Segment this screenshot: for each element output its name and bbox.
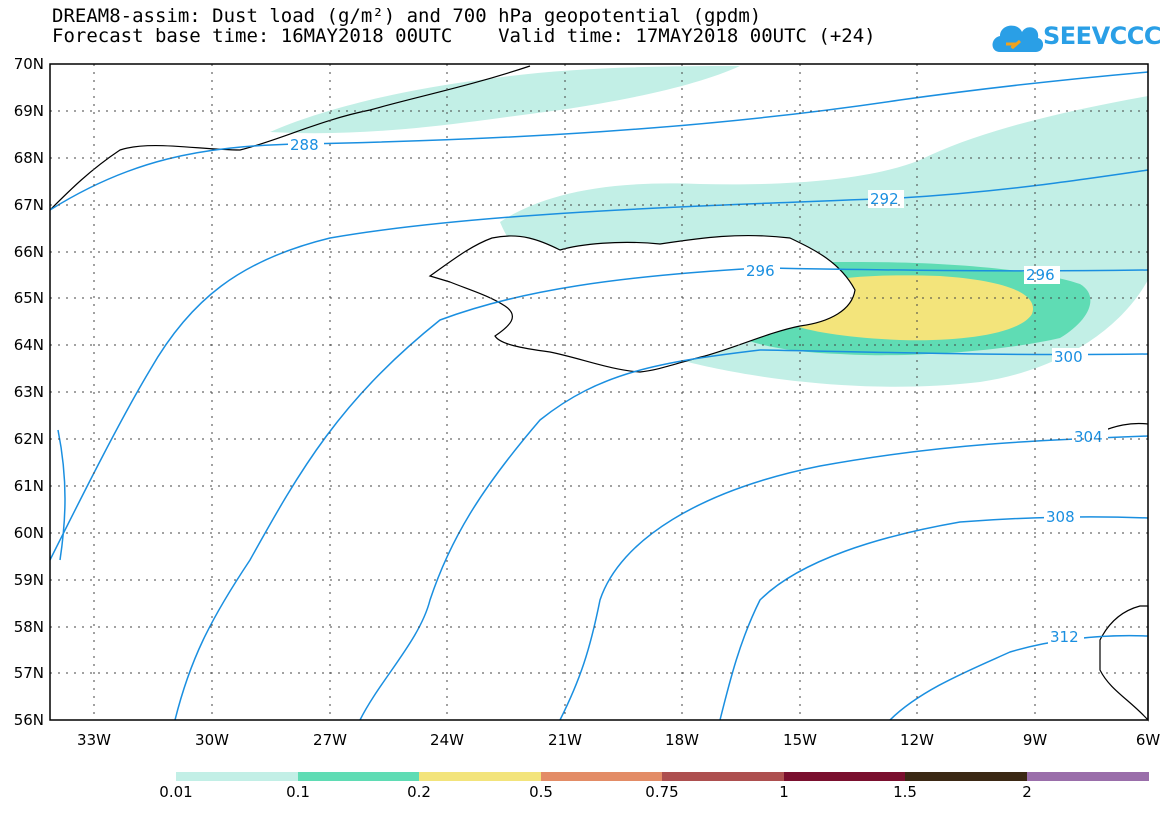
lat-label: 60N — [13, 524, 44, 542]
lat-label: 68N — [13, 149, 44, 167]
grid-lines — [50, 64, 1148, 720]
colorbar-label: 2 — [1022, 783, 1032, 801]
contour-label: 288 — [290, 136, 319, 154]
contour-label: 308 — [1046, 508, 1075, 526]
lat-label: 67N — [13, 196, 44, 214]
lat-label: 58N — [13, 618, 44, 636]
lat-label: 56N — [13, 711, 44, 729]
contour-label: 300 — [1054, 348, 1083, 366]
map-title-line1: DREAM8-assim: Dust load (g/m²) and 700 h… — [52, 5, 762, 27]
geopotential-contours — [49, 71, 1149, 721]
colorbar-label: 1 — [779, 783, 789, 801]
lon-label: 27W — [313, 731, 347, 749]
lat-label: 62N — [13, 430, 44, 448]
map-frame — [49, 63, 1149, 721]
contour-label: 292 — [870, 190, 899, 208]
colorbar — [176, 772, 1149, 781]
lat-label: 61N — [13, 477, 44, 495]
greenland-coastline — [49, 65, 531, 211]
contour-label: 304 — [1074, 428, 1103, 446]
lon-label: 30W — [195, 731, 229, 749]
lon-label: 9W — [1022, 731, 1048, 749]
colorbar-label: 0.1 — [286, 783, 310, 801]
lat-label: 65N — [13, 289, 44, 307]
colorbar-label: 0.75 — [645, 783, 679, 801]
lat-label: 63N — [13, 383, 44, 401]
contour-labels: 288 292 296 296 300 304 308 312 — [288, 136, 1108, 646]
lon-label: 24W — [430, 731, 464, 749]
lon-label: 33W — [77, 731, 111, 749]
lon-label: 18W — [665, 731, 699, 749]
contour-label: 296 — [746, 262, 775, 280]
map-title-line2: Forecast base time: 16MAY2018 00UTC Vali… — [52, 25, 876, 47]
lat-label: 66N — [13, 243, 44, 261]
lon-label: 15W — [783, 731, 817, 749]
lon-label: 12W — [900, 731, 934, 749]
contour-label: 312 — [1050, 628, 1079, 646]
lon-label: 6W — [1135, 731, 1161, 749]
colorbar-label: 0.01 — [159, 783, 193, 801]
lat-label: 69N — [13, 102, 44, 120]
lat-label: 57N — [13, 664, 44, 682]
lat-label: 59N — [13, 571, 44, 589]
cloud-icon — [992, 25, 1044, 52]
colorbar-label: 1.5 — [893, 783, 917, 801]
lon-label: 21W — [548, 731, 582, 749]
colorbar-label: 0.5 — [529, 783, 553, 801]
colorbar-label: 0.2 — [407, 783, 431, 801]
lat-label: 64N — [13, 336, 44, 354]
logo-text: SEEVCCC — [1043, 22, 1162, 50]
lat-label: 70N — [13, 55, 44, 73]
contour-label: 296 — [1026, 266, 1055, 284]
scotland-coastline — [1099, 605, 1149, 722]
